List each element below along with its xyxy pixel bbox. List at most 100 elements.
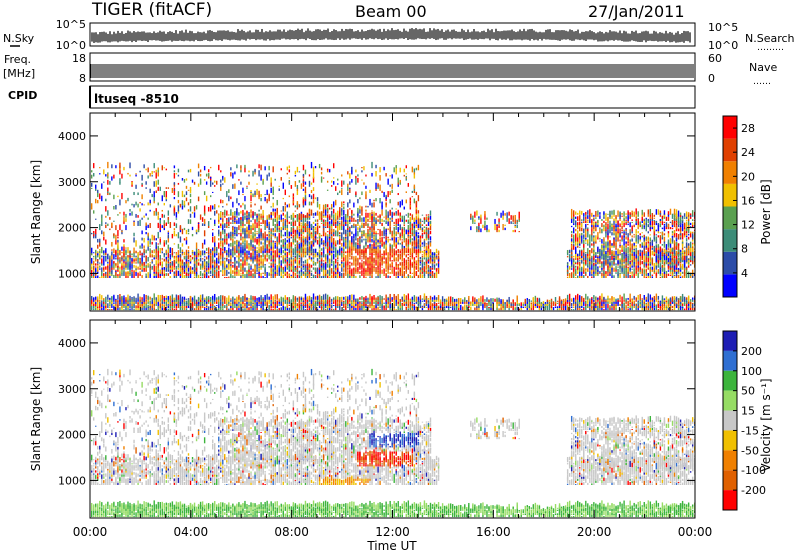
power-mark <box>240 205 241 207</box>
power-mark <box>190 194 191 197</box>
power-mark <box>311 271 312 272</box>
power-mark <box>293 238 294 240</box>
power-mark <box>363 246 364 249</box>
power-mark <box>194 264 195 268</box>
power-mark <box>355 176 356 179</box>
power-mark <box>343 268 344 272</box>
power-mark <box>315 212 316 215</box>
power-mark <box>250 253 251 258</box>
power-mark <box>162 210 163 212</box>
power-mark <box>270 182 271 186</box>
power-mark <box>242 259 243 261</box>
power-mark <box>208 173 209 176</box>
power-mark <box>283 275 284 278</box>
power-mark <box>141 238 142 241</box>
power-mark <box>133 299 134 300</box>
power-mark <box>162 251 163 253</box>
power-mark <box>93 267 94 268</box>
power-mark <box>323 248 324 251</box>
power-mark <box>204 206 205 212</box>
power-mark <box>369 294 370 300</box>
power-mark <box>283 228 284 230</box>
power-mark <box>343 273 344 278</box>
power-mark <box>375 301 376 302</box>
power-mark <box>321 307 322 308</box>
power-mark <box>315 275 316 276</box>
power-mark <box>190 255 191 257</box>
power-mark <box>339 253 340 255</box>
power-mark <box>224 277 225 278</box>
power-mark <box>184 306 185 311</box>
power-mark <box>164 215 165 218</box>
power-mark <box>254 169 255 172</box>
power-mark <box>277 208 278 214</box>
power-mark <box>412 304 413 306</box>
power-mark <box>369 276 370 278</box>
power-mark <box>202 217 203 222</box>
power-mark <box>371 229 372 230</box>
power-mark <box>222 274 223 276</box>
power-mark <box>170 204 171 207</box>
power-mark <box>228 260 229 261</box>
power-mark <box>383 269 384 274</box>
power-mark <box>107 254 108 257</box>
cpid-value: ltuseq -8510 <box>94 92 179 106</box>
power-mark <box>190 187 191 191</box>
power-mark <box>210 302 211 304</box>
power-mark <box>406 243 407 244</box>
power-mark <box>234 241 235 245</box>
power-mark <box>250 266 251 267</box>
power-mark <box>327 222 328 224</box>
power-mark <box>408 308 409 310</box>
power-mark <box>341 202 342 208</box>
power-mark <box>182 260 183 264</box>
power-mark <box>147 257 148 262</box>
power-mark <box>127 295 128 300</box>
power-mark <box>309 181 310 187</box>
power-mark <box>337 231 338 236</box>
power-mark <box>273 228 274 230</box>
power-mark <box>174 206 175 208</box>
power-mark <box>307 259 308 262</box>
power-mark <box>375 233 376 234</box>
power-mark <box>270 308 271 310</box>
power-mark <box>345 300 346 302</box>
power-mark <box>287 302 288 304</box>
power-mark <box>143 164 144 168</box>
power-mark <box>220 270 221 272</box>
power-mark <box>321 212 322 217</box>
power-mark <box>383 237 384 238</box>
power-mark <box>141 183 142 185</box>
power-mark <box>329 276 330 278</box>
power-mark <box>359 257 360 259</box>
power-mark <box>349 181 350 184</box>
power-mark <box>291 222 292 224</box>
power-mark <box>369 199 370 205</box>
power-mark <box>373 217 374 222</box>
power-mark <box>361 302 362 304</box>
power-mark <box>119 212 120 213</box>
power-mark <box>188 219 189 224</box>
power-mark <box>176 218 177 220</box>
power-mark <box>212 296 213 300</box>
power-mark <box>273 209 274 212</box>
power-mark <box>166 191 167 197</box>
power-mark <box>210 265 211 267</box>
power-mark <box>381 254 382 256</box>
power-mark <box>396 225 397 226</box>
power-mark <box>236 164 237 168</box>
power-mark <box>135 202 136 206</box>
power-mark <box>400 216 401 217</box>
power-mark <box>297 253 298 255</box>
power-mark <box>160 218 161 220</box>
power-mark <box>101 255 102 257</box>
power-mark <box>168 210 169 215</box>
power-mark <box>299 213 300 218</box>
power-mark <box>408 225 409 230</box>
power-mark <box>307 214 308 215</box>
power-mark <box>103 182 104 183</box>
power-mark <box>91 296 92 300</box>
power-mark <box>109 217 110 220</box>
power-mark <box>410 299 411 300</box>
